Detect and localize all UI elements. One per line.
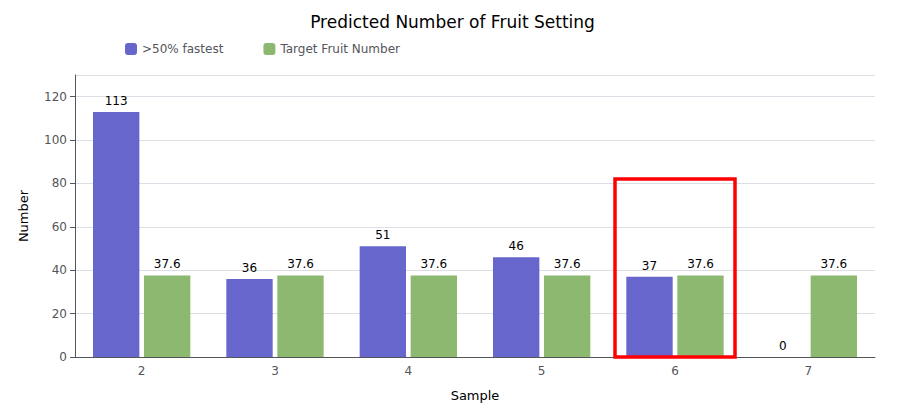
svg-text:Predicted Number of Fruit Sett: Predicted Number of Fruit Setting: [310, 12, 595, 32]
svg-text:37: 37: [642, 259, 657, 273]
svg-text:113: 113: [105, 94, 128, 108]
svg-text:37.6: 37.6: [820, 257, 847, 271]
svg-text:>50% fastest: >50% fastest: [142, 42, 224, 56]
svg-text:Sample: Sample: [451, 388, 500, 403]
svg-text:20: 20: [52, 307, 67, 321]
svg-text:37.6: 37.6: [287, 257, 314, 271]
svg-text:40: 40: [52, 263, 67, 277]
svg-text:80: 80: [52, 176, 67, 190]
svg-text:Number: Number: [16, 189, 31, 242]
svg-text:37.6: 37.6: [687, 257, 714, 271]
svg-text:46: 46: [509, 239, 524, 253]
svg-text:100: 100: [44, 133, 67, 147]
svg-text:36: 36: [242, 261, 257, 275]
svg-text:0: 0: [59, 350, 67, 364]
svg-text:60: 60: [52, 220, 67, 234]
svg-text:4: 4: [405, 364, 413, 378]
svg-text:3: 3: [271, 364, 279, 378]
svg-text:37.6: 37.6: [420, 257, 447, 271]
svg-text:120: 120: [44, 90, 67, 104]
svg-text:2: 2: [138, 364, 146, 378]
svg-text:37.6: 37.6: [154, 257, 181, 271]
svg-text:7: 7: [805, 364, 813, 378]
svg-text:6: 6: [671, 364, 679, 378]
svg-text:51: 51: [375, 228, 390, 242]
svg-text:Target Fruit Number: Target Fruit Number: [279, 42, 400, 56]
svg-text:5: 5: [538, 364, 546, 378]
svg-text:37.6: 37.6: [554, 257, 581, 271]
svg-text:0: 0: [779, 339, 787, 353]
